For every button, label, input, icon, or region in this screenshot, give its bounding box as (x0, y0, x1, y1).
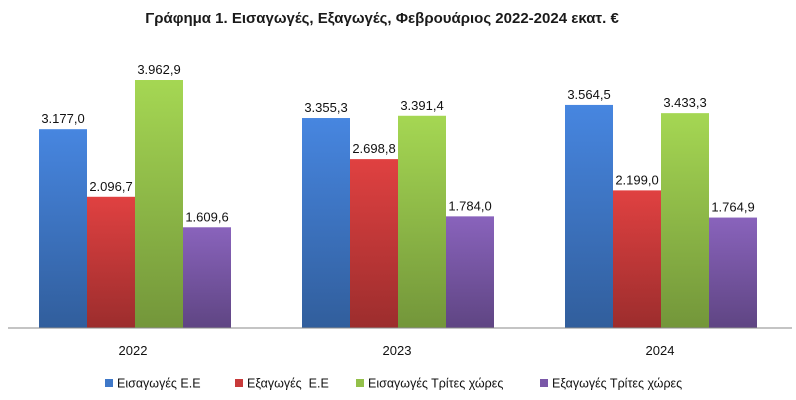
data-label-2022-series-2: 2.096,7 (89, 179, 132, 194)
legend-swatch-4 (540, 379, 548, 387)
legend-item-3: Εισαγωγές Τρίτες χώρες (356, 377, 503, 391)
data-label-2023-series-4: 1.784,0 (448, 198, 491, 213)
data-label-2023-series-2: 2.698,8 (352, 141, 395, 156)
bar-2023-series-1 (302, 118, 350, 329)
legend-item-1: Εισαγωγές Ε.Ε (105, 377, 201, 391)
bar-2024-series-2 (613, 190, 661, 328)
data-label-2024-series-2: 2.199,0 (615, 172, 658, 187)
bar-2022-series-3 (135, 80, 183, 328)
legend-item-2: Εξαγωγές Ε.Ε (235, 377, 329, 391)
bar-2024-series-1 (565, 104, 613, 329)
bars-layer: 3.177,0 2.096,7 3.962,9 1.609,6 3.355,3 2.698… (39, 62, 757, 329)
legend-item-4: Εξαγωγές Τρίτες χώρες (540, 377, 682, 391)
legend-label-1: Εισαγωγές Ε.Ε (117, 377, 201, 391)
data-label-2023-series-1: 3.355,3 (304, 100, 347, 115)
legend-swatch-2 (235, 379, 243, 387)
data-label-2024-series-1: 3.564,5 (567, 87, 610, 102)
data-label-2023-series-3: 3.391,4 (400, 98, 443, 113)
legend-label-4: Εξαγωγές Τρίτες χώρες (552, 377, 682, 391)
x-tick-2024: 2024 (646, 343, 675, 358)
data-label-2022-series-3: 3.962,9 (137, 62, 180, 77)
x-axis-ticks: 2022 2023 2024 (119, 343, 675, 358)
legend-label-3: Εισαγωγές Τρίτες χώρες (368, 377, 503, 391)
data-label-2024-series-4: 1.764,9 (711, 200, 754, 215)
legend-label-2: Εξαγωγές Ε.Ε (247, 377, 329, 391)
data-label-2024-series-3: 3.433,3 (663, 95, 706, 110)
bar-2022-series-1 (39, 129, 87, 328)
x-tick-2023: 2023 (383, 343, 412, 358)
bar-2023-series-2 (350, 159, 398, 328)
bar-2022-series-2 (87, 196, 135, 328)
bar-2023-series-4 (446, 216, 494, 328)
legend-swatch-1 (105, 379, 113, 387)
chart-title: Γράφημα 1. Εισαγωγές, Εξαγωγές, Φεβρουάρ… (145, 10, 619, 27)
bar-2024-series-3 (661, 113, 709, 328)
bar-2022-series-4 (183, 227, 231, 328)
legend-swatch-3 (356, 379, 364, 387)
bar-2024-series-4 (709, 217, 757, 328)
bar-2023-series-3 (398, 115, 446, 329)
legend: Εισαγωγές Ε.Ε Εξαγωγές Ε.Ε Εισαγωγές Τρίτε… (105, 377, 682, 391)
data-label-2022-series-1: 3.177,0 (41, 111, 84, 126)
x-tick-2022: 2022 (119, 343, 148, 358)
data-label-2022-series-4: 1.609,6 (185, 209, 228, 224)
